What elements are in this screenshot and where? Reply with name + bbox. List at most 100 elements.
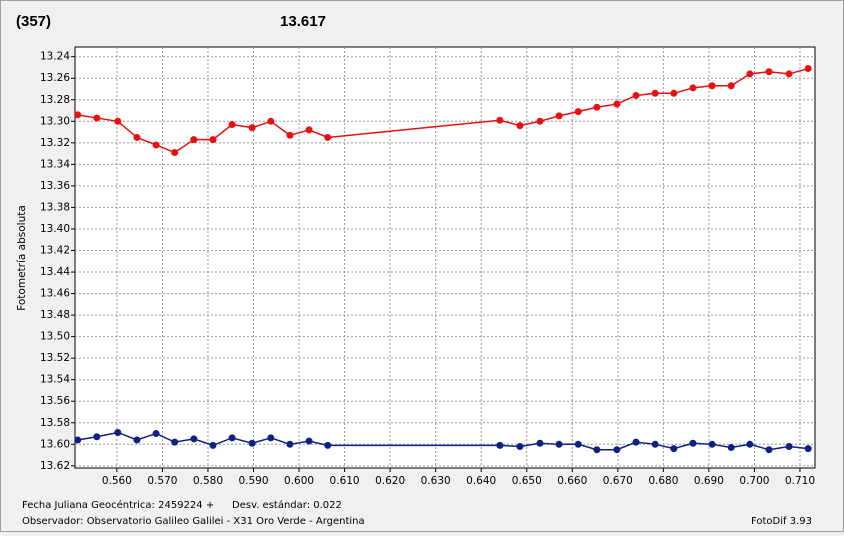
x-tick-label: 0.580 [193,475,223,487]
data-point [496,441,504,449]
data-point [190,136,198,144]
data-point [708,440,716,448]
data-point [651,89,659,97]
data-point [152,141,160,149]
data-point [228,434,236,442]
y-tick-label: 13.52 [40,352,70,364]
y-tick-label: 13.62 [40,460,70,472]
data-point [804,65,812,73]
data-point [152,430,160,438]
data-point [267,117,275,125]
data-point [593,446,601,454]
data-point [171,149,179,157]
y-tick-label: 13.26 [40,72,70,84]
data-point [248,124,256,132]
data-point [171,438,179,446]
y-tick-label: 13.58 [40,417,70,429]
data-point [632,91,640,99]
data-point [785,70,793,78]
footer-date: Fecha Juliana Geocéntrica: 2459224 + [22,499,214,511]
chart-subtitle: 13.617 [280,13,326,30]
data-point [133,436,141,444]
y-tick-label: 13.54 [40,374,70,386]
y-tick-label: 13.60 [40,438,70,450]
x-tick-label: 0.640 [466,475,496,487]
data-point [555,112,563,120]
data-point [114,428,122,436]
y-tick-label: 13.30 [40,115,70,127]
y-tick-label: 13.36 [40,180,70,192]
data-point [785,442,793,450]
y-tick-label: 13.32 [40,137,70,149]
y-tick-label: 13.38 [40,201,70,213]
data-point [746,70,754,78]
x-tick-label: 0.680 [648,475,678,487]
x-tick-label: 0.600 [284,475,314,487]
y-tick-label: 13.28 [40,94,70,106]
data-point [190,435,198,443]
data-point [74,436,82,444]
x-tick-label: 0.590 [238,475,268,487]
x-tick-label: 0.670 [603,475,633,487]
data-point [516,122,524,130]
data-point [574,108,582,116]
y-axis-label: Fotometría absoluta [16,205,28,311]
data-point [74,111,82,119]
y-tick-label: 13.48 [40,309,70,321]
plot-area [74,46,816,469]
data-point [670,89,678,97]
data-point [536,439,544,447]
x-tick-label: 0.560 [102,475,132,487]
footer-std: Desv. estándar: 0.022 [232,499,342,511]
data-point [93,433,101,441]
data-point [574,440,582,448]
data-point [670,445,678,453]
data-point [267,434,275,442]
x-tick-label: 0.630 [421,475,451,487]
y-tick-label: 13.34 [40,158,70,170]
data-point [689,439,697,447]
data-point [93,114,101,122]
data-point [727,444,735,452]
y-tick-label: 13.40 [40,223,70,235]
data-point [324,441,332,449]
footer-software: FotoDif 3.93 [751,516,812,527]
y-tick-label: 13.42 [40,245,70,257]
data-point [248,439,256,447]
data-point [516,442,524,450]
data-point [133,133,141,141]
data-point [708,82,716,90]
data-point [651,440,659,448]
y-tick-label: 13.50 [40,331,70,343]
data-point [765,446,773,454]
x-tick-label: 0.690 [694,475,724,487]
data-point [804,445,812,453]
data-point [324,133,332,141]
y-tick-label: 13.44 [40,266,70,278]
data-point [228,121,236,129]
data-point [305,437,313,445]
footer-observer: Observador: Observatorio Galileo Galilei… [22,516,365,527]
data-point [765,68,773,76]
data-point [536,117,544,125]
data-point [305,126,313,134]
data-point [209,441,217,449]
x-tick-label: 0.610 [330,475,360,487]
x-tick-label: 0.620 [375,475,405,487]
data-point [286,440,294,448]
data-point [746,440,754,448]
x-tick-label: 0.570 [147,475,177,487]
chart-title: (357) [16,13,51,30]
y-tick-label: 13.24 [40,51,70,63]
data-point [496,116,504,124]
data-point [727,82,735,90]
x-tick-label: 0.700 [739,475,769,487]
x-tick-label: 0.660 [557,475,587,487]
data-point [114,117,122,125]
data-point [613,100,621,108]
y-tick-label: 13.46 [40,288,70,300]
data-point [286,131,294,139]
data-point [689,84,697,92]
x-tick-label: 0.650 [512,475,542,487]
